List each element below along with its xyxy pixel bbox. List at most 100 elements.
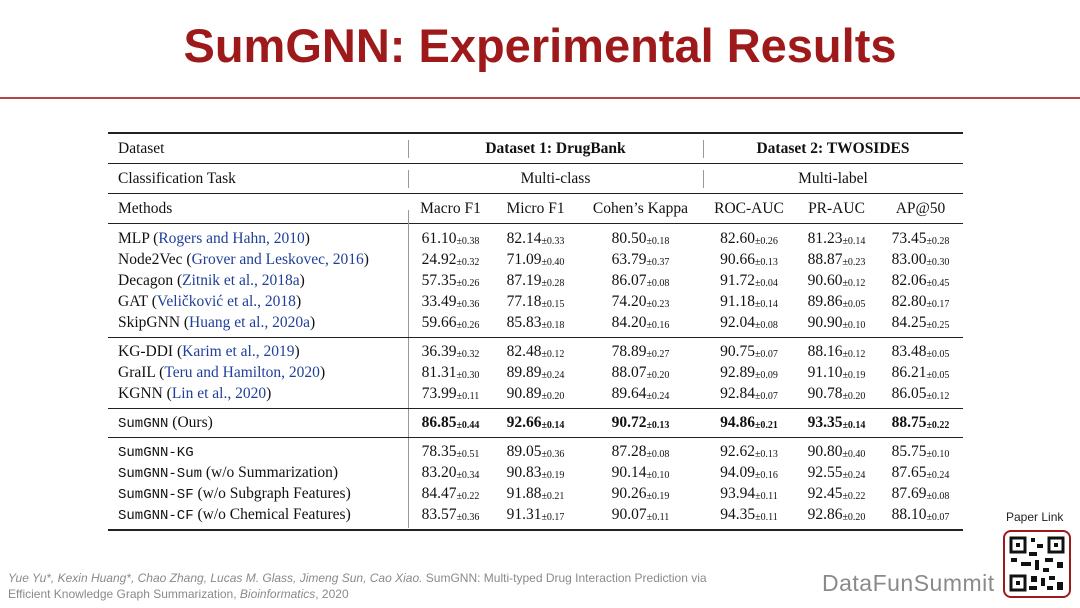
- method-text: ): [295, 293, 302, 310]
- citation-link[interactable]: Lin et al., 2020: [171, 385, 267, 402]
- method-text: ): [319, 364, 326, 381]
- header-cell: PR-AUC: [808, 200, 865, 217]
- citation-link[interactable]: Teru and Hamilton, 2020: [164, 364, 320, 381]
- method-text: GraIL (: [118, 364, 165, 381]
- value-cell: 83.00±0.30: [878, 249, 963, 270]
- std-dev: ±0.13: [646, 420, 670, 431]
- value-cell: 85.75±0.10: [878, 441, 963, 462]
- std-dev: ±0.19: [541, 470, 565, 481]
- std-dev: ±0.08: [646, 449, 670, 460]
- value: 86.07: [611, 272, 647, 289]
- value: 91.72: [720, 272, 755, 289]
- std-dev: ±0.20: [842, 512, 866, 523]
- value-cell: 82.80±0.17: [878, 291, 963, 312]
- method-text: (w/o Subgraph Features): [193, 485, 351, 502]
- value: 73.45: [891, 230, 927, 247]
- value: 88.75: [891, 414, 927, 431]
- value: 93.35: [807, 414, 843, 431]
- std-dev: ±0.14: [541, 420, 565, 431]
- value: 90.90: [807, 314, 843, 331]
- method-cell: GAT (Veličković et al., 2018): [118, 291, 408, 312]
- value-cell: 80.50±0.18: [578, 228, 703, 249]
- value: 33.49: [421, 293, 457, 310]
- std-dev: ±0.38: [456, 236, 480, 247]
- value: 90.80: [807, 443, 843, 460]
- std-dev: ±0.45: [926, 278, 950, 289]
- std-dev: ±0.08: [646, 278, 670, 289]
- method-text: KG-DDI (: [118, 343, 183, 360]
- value-cell: 92.66±0.14: [493, 412, 578, 433]
- value: 24.92: [421, 251, 457, 268]
- value-cell: 93.94±0.11: [703, 483, 795, 504]
- value-cell: 88.16±0.12: [795, 341, 878, 362]
- std-dev: ±0.28: [926, 236, 950, 247]
- column-rule: [703, 140, 704, 158]
- value-cell: 87.69±0.08: [878, 483, 963, 504]
- citation-link[interactable]: Huang et al., 2020a: [189, 314, 310, 331]
- header-cell: Classification Task: [118, 170, 236, 187]
- value-cell: 82.60±0.26: [703, 228, 795, 249]
- value: 87.28: [611, 443, 647, 460]
- method-cell: KGNN (Lin et al., 2020): [118, 383, 408, 404]
- std-dev: ±0.07: [754, 391, 778, 402]
- header-cell: Dataset 2: TWOSIDES: [756, 140, 910, 157]
- value: 92.89: [720, 364, 755, 381]
- header-cell: Multi-class: [520, 170, 591, 187]
- qr-code[interactable]: [1003, 530, 1071, 598]
- value-cell: 90.07±0.11: [578, 504, 703, 525]
- value: 92.45: [807, 485, 843, 502]
- method-text: ): [299, 272, 305, 289]
- value: 90.60: [807, 272, 843, 289]
- value: 92.86: [807, 506, 843, 523]
- value: 86.85: [421, 414, 457, 431]
- value: 92.04: [720, 314, 755, 331]
- citation-link[interactable]: Zitnik et al., 2018a: [182, 272, 300, 289]
- value-cell: 86.07±0.08: [578, 270, 703, 291]
- method-text: (Ours): [168, 414, 213, 431]
- method-cell: SumGNN-Sum (w/o Summarization): [118, 462, 408, 483]
- value-cell: 87.28±0.08: [578, 441, 703, 462]
- value-cell: 88.10±0.07: [878, 504, 963, 525]
- header-cell: Cohen’s Kappa: [592, 200, 689, 217]
- value-cell: 82.14±0.33: [493, 228, 578, 249]
- value-cell: 82.48±0.12: [493, 341, 578, 362]
- value: 87.19: [506, 272, 542, 289]
- value-cell: 83.48±0.05: [878, 341, 963, 362]
- value-cell: 82.06±0.45: [878, 270, 963, 291]
- citation-part: , 2020: [315, 587, 349, 601]
- value-cell: 90.78±0.20: [795, 383, 878, 404]
- citation-link[interactable]: Karim et al., 2019: [182, 343, 295, 360]
- slide-title: SumGNN: Experimental Results: [183, 19, 897, 72]
- std-dev: ±0.23: [646, 299, 670, 310]
- value-cell: 88.87±0.23: [795, 249, 878, 270]
- value-cell: 33.49±0.36: [408, 291, 493, 312]
- citation-link[interactable]: Veličković et al., 2018: [156, 293, 296, 310]
- value: 88.07: [611, 364, 647, 381]
- method-text: MLP (: [118, 230, 159, 247]
- value-cell: 74.20±0.23: [578, 291, 703, 312]
- std-dev: ±0.10: [842, 320, 866, 331]
- citation-link[interactable]: Rogers and Hahn, 2010: [158, 230, 305, 247]
- header-cell: Micro F1: [506, 200, 565, 217]
- std-dev: ±0.07: [754, 349, 778, 360]
- value: 82.14: [506, 230, 542, 247]
- value: 57.35: [421, 272, 457, 289]
- std-dev: ±0.05: [926, 370, 950, 381]
- std-dev: ±0.11: [755, 491, 778, 502]
- std-dev: ±0.22: [842, 491, 866, 502]
- value-cell: 92.89±0.09: [703, 362, 795, 383]
- std-dev: ±0.15: [541, 299, 565, 310]
- method-text: ): [310, 314, 316, 331]
- value: 90.66: [720, 251, 755, 268]
- std-dev: ±0.27: [646, 349, 670, 360]
- qr-pattern: [1009, 536, 1065, 592]
- std-dev: ±0.13: [754, 449, 778, 460]
- std-dev: ±0.30: [926, 257, 950, 268]
- value: 90.26: [611, 485, 647, 502]
- citation-link[interactable]: Grover and Leskovec, 2016: [191, 251, 364, 268]
- value: 90.83: [506, 464, 542, 481]
- value-cell: 59.66±0.26: [408, 312, 493, 333]
- std-dev: ±0.26: [456, 320, 480, 331]
- value: 91.18: [720, 293, 755, 310]
- std-dev: ±0.24: [926, 470, 950, 481]
